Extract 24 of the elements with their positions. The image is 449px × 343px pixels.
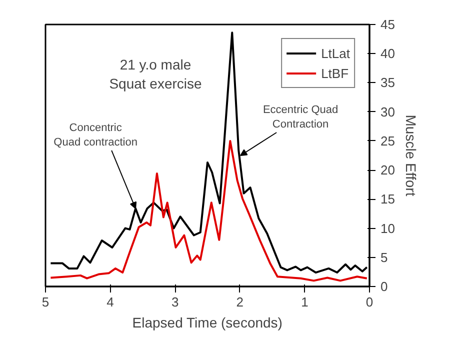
legend-label: LtBF	[321, 66, 349, 80]
x-tick-label: 0	[366, 294, 374, 310]
x-tick-label: 5	[42, 294, 50, 310]
line-series	[50, 140, 368, 282]
y-tick-label: 45	[380, 17, 395, 32]
y-tick-label: 40	[380, 46, 395, 62]
y-tick-label: 35	[380, 75, 395, 90]
legend-label: LtLat	[321, 46, 350, 60]
y-tick-label: 30	[380, 104, 395, 120]
x-tick-label: 2	[236, 294, 244, 310]
x-axis-title: Elapsed Time (seconds)	[132, 314, 282, 330]
annotation: 21 y.o male Squat exercise	[109, 56, 202, 92]
y-tick-label: 5	[380, 250, 388, 265]
y-tick-label: 0	[380, 279, 388, 294]
y-tick-label: 10	[380, 220, 395, 236]
x-tick-label: 3	[171, 294, 179, 310]
y-tick-label: 15	[380, 192, 395, 207]
y-axis-title: Muscle Effort	[402, 114, 419, 196]
x-tick-label: 1	[301, 294, 308, 310]
y-tick-label: 20	[380, 162, 395, 178]
annotation: Eccentric Quad Contraction	[262, 104, 338, 130]
annotation: Concentric Quad contraction	[54, 122, 138, 148]
y-tick-label: 25	[380, 133, 395, 148]
x-tick-label: 4	[106, 294, 114, 310]
